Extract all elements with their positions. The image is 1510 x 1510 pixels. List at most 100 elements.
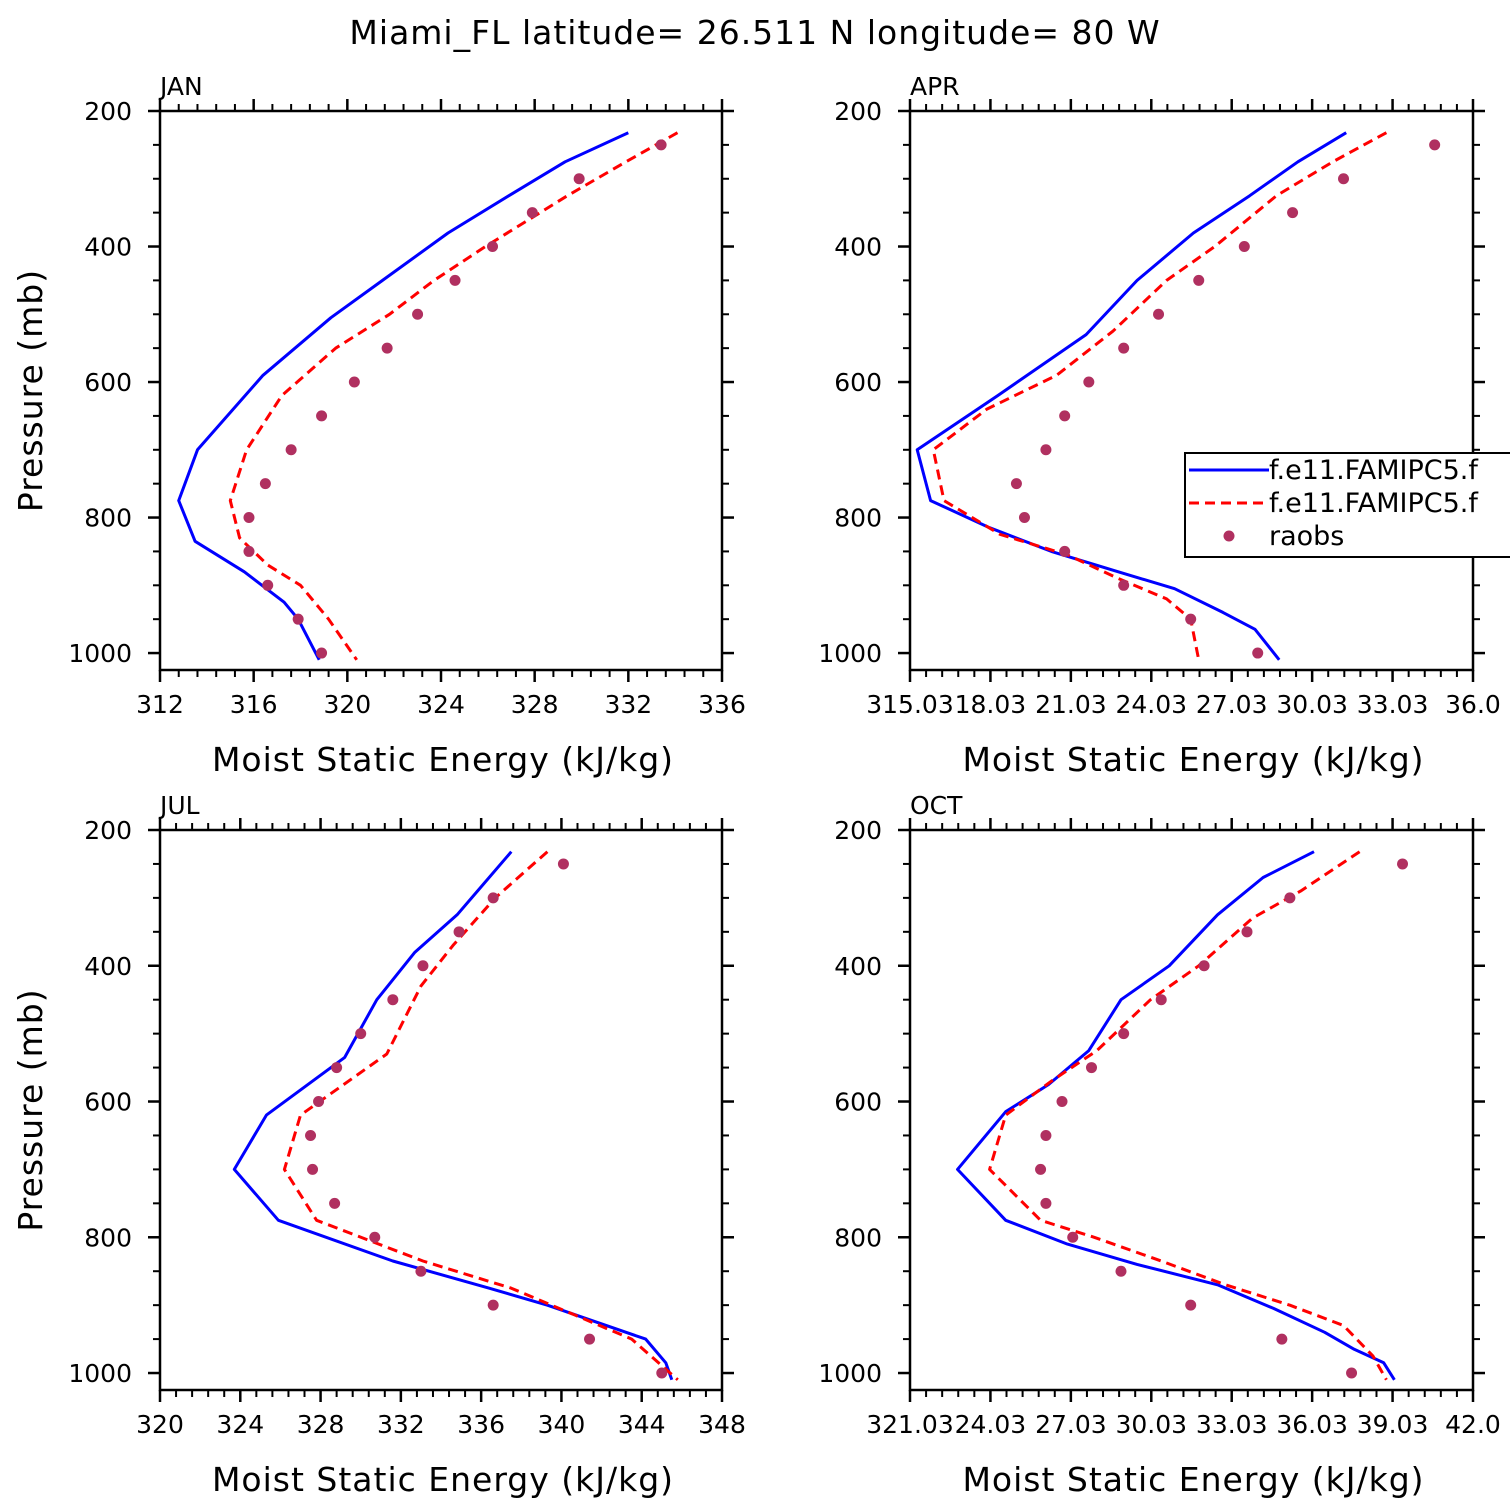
raobs-point <box>307 1163 319 1175</box>
y-tick-label: 400 <box>834 233 882 262</box>
raobs-point <box>584 1333 596 1345</box>
raobs-point <box>1287 207 1299 219</box>
raobs-point <box>1118 1028 1130 1040</box>
y-tick-label: 400 <box>84 233 132 262</box>
raobs-point <box>1040 1129 1052 1141</box>
x-tick-label: 328 <box>297 1410 345 1439</box>
model2-line <box>228 131 679 661</box>
raobs-point <box>1185 1299 1197 1311</box>
raobs-point <box>526 207 538 219</box>
raobs-point <box>305 1129 317 1141</box>
raobs-point <box>1346 1367 1358 1379</box>
raobs-point <box>1185 613 1197 625</box>
y-tick-label: 1000 <box>818 639 882 668</box>
raobs-point <box>1018 512 1030 524</box>
raobs-point <box>656 1367 668 1379</box>
y-tick-label: 600 <box>84 368 132 397</box>
y-tick-label: 200 <box>84 97 132 126</box>
raobs-point <box>292 613 304 625</box>
x-tick-label: 316 <box>230 690 278 719</box>
y-tick-label: 600 <box>84 1088 132 1117</box>
panels: JAN 312 316 320 324 328 332 336 200 400 600 800 1000… <box>11 72 1501 1499</box>
x-tick-label: 24.03 <box>955 1410 1027 1439</box>
raobs-point <box>1118 579 1130 591</box>
raobs-point <box>1429 139 1441 151</box>
panel-label: JAN <box>158 72 203 101</box>
x-tick-label: 320 <box>136 1410 184 1439</box>
x-tick-label: 30.03 <box>1276 690 1348 719</box>
model1-line <box>232 850 674 1381</box>
y-tick-label: 600 <box>834 1088 882 1117</box>
raobs-point <box>1241 926 1253 938</box>
raobs-point <box>1059 545 1071 557</box>
raobs-point <box>1193 274 1205 286</box>
raobs-point <box>487 892 499 904</box>
raobs-point <box>1115 1265 1127 1277</box>
raobs-point <box>557 858 569 870</box>
raobs-point <box>449 274 461 286</box>
raobs-point <box>1118 342 1130 354</box>
raobs-point <box>415 1265 427 1277</box>
x-tick-label: 27.03 <box>1196 690 1268 719</box>
y-tick-label: 200 <box>834 97 882 126</box>
plot-frame <box>158 828 724 1392</box>
model2-line <box>988 850 1388 1381</box>
raobs-point <box>243 512 255 524</box>
raobs-point <box>1155 994 1167 1006</box>
y-tick-label: 1000 <box>68 639 132 668</box>
x-tick-label: 36.0 <box>1445 690 1501 719</box>
raobs-point <box>313 1096 325 1108</box>
raobs-point <box>1040 1197 1052 1209</box>
x-axis-label: Moist Static Energy (kJ/kg) <box>212 1460 674 1499</box>
raobs-point <box>331 1062 343 1074</box>
raobs-point <box>1338 173 1350 185</box>
legend-label: raobs <box>1269 521 1344 552</box>
panel-oct: OCT 321.03 24.03 27.03 30.03 33.03 36.03 39.03 4… <box>818 791 1500 1499</box>
raobs-point <box>453 926 465 938</box>
y-axis-label: Pressure (mb) <box>11 988 50 1231</box>
y-tick-label: 400 <box>834 952 882 981</box>
x-tick-label: 18.03 <box>955 690 1027 719</box>
x-axis-label: Moist Static Energy (kJ/kg) <box>962 1460 1424 1499</box>
x-tick-label: 21.03 <box>1035 690 1107 719</box>
raobs-point <box>381 342 393 354</box>
x-tick-label: 39.03 <box>1357 1410 1429 1439</box>
raobs-point <box>1035 1163 1047 1175</box>
y-tick-label: 800 <box>834 1223 882 1252</box>
raobs-point <box>369 1231 381 1243</box>
x-tick-label: 33.03 <box>1196 1410 1268 1439</box>
x-axis-label: Moist Static Energy (kJ/kg) <box>212 740 674 779</box>
raobs-point <box>573 173 585 185</box>
x-tick-label: 332 <box>604 690 652 719</box>
raobs-point <box>1198 960 1210 972</box>
x-tick-label: 27.03 <box>1035 1410 1107 1439</box>
x-tick-label: 315.03 <box>866 690 953 719</box>
raobs-point <box>387 994 399 1006</box>
raobs-point <box>1059 410 1071 422</box>
model2-line <box>931 131 1388 661</box>
model1-line <box>915 131 1347 661</box>
raobs-point <box>655 139 667 151</box>
x-tick-label: 30.03 <box>1115 1410 1187 1439</box>
y-tick-label: 800 <box>84 1223 132 1252</box>
x-tick-label: 312 <box>136 690 184 719</box>
panel-label: JUL <box>158 791 200 820</box>
raobs-point <box>1238 241 1250 253</box>
x-tick-label: 336 <box>457 1410 505 1439</box>
x-tick-label: 36.03 <box>1276 1410 1348 1439</box>
raobs-point <box>262 579 274 591</box>
panel-label: APR <box>910 72 960 101</box>
series-group <box>915 131 1441 661</box>
raobs-point <box>487 241 499 253</box>
x-tick-label: 332 <box>377 1410 425 1439</box>
raobs-point <box>1252 647 1264 659</box>
y-tick-label: 200 <box>84 816 132 845</box>
raobs-point <box>285 444 297 456</box>
raobs-point <box>1010 478 1022 490</box>
x-tick-label: 24.03 <box>1115 690 1187 719</box>
raobs-point <box>259 478 271 490</box>
raobs-point <box>1086 1062 1098 1074</box>
raobs-point <box>487 1299 499 1311</box>
x-tick-label: 340 <box>538 1410 586 1439</box>
